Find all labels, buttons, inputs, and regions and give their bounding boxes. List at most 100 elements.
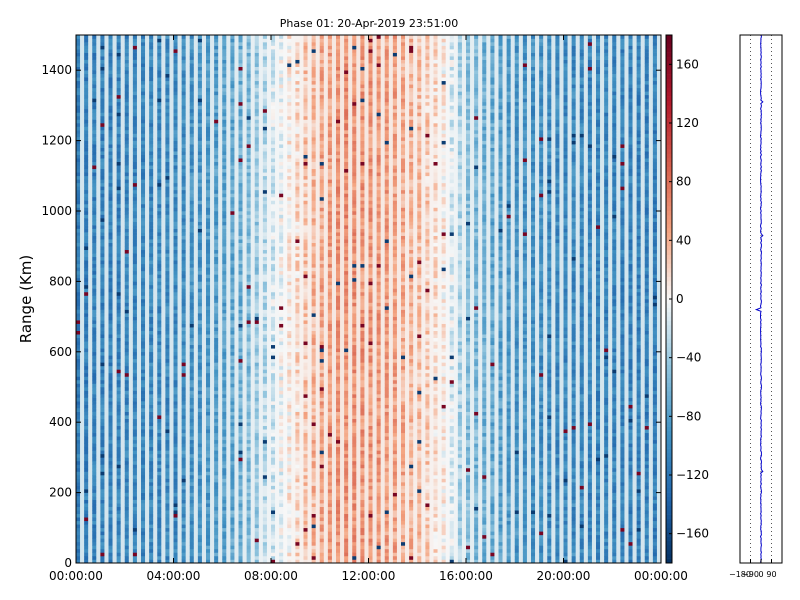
heatmap-cell	[157, 302, 162, 307]
heatmap-cell	[141, 506, 146, 511]
heatmap-cell	[128, 73, 134, 78]
heatmap-cell	[116, 119, 121, 124]
heatmap-cell	[136, 313, 142, 317]
heatmap-cell	[112, 450, 117, 455]
heatmap-cell	[165, 302, 170, 307]
heatmap-cell	[112, 397, 117, 402]
heatmap-cell	[206, 524, 211, 529]
heatmap-cell	[197, 503, 203, 507]
heatmap-plot	[76, 35, 662, 564]
heatmap-cell	[108, 218, 113, 222]
heatmap-cell	[193, 59, 199, 64]
heatmap-cell	[165, 77, 170, 82]
heatmap-cell	[100, 186, 105, 191]
heatmap-cell	[145, 478, 150, 483]
heatmap-cell	[108, 161, 113, 166]
heatmap-cell	[189, 394, 195, 398]
heatmap-cell	[128, 323, 134, 328]
heatmap-cell	[124, 531, 130, 536]
heatmap-cell	[201, 401, 207, 405]
heatmap-cell	[153, 214, 158, 219]
heatmap-cell	[141, 112, 146, 117]
heatmap-cell	[136, 436, 142, 441]
heatmap-cell	[112, 316, 117, 321]
heatmap-cell	[161, 552, 166, 557]
heatmap-cell	[197, 133, 203, 138]
heatmap-cell	[80, 45, 85, 50]
heatmap-cell	[206, 517, 211, 522]
heatmap-cell	[96, 218, 101, 222]
heatmap-cell	[177, 376, 182, 381]
heatmap-cell	[116, 531, 121, 536]
heatmap-cell	[108, 418, 113, 423]
heatmap-cell	[185, 130, 191, 134]
heatmap-cell	[157, 429, 162, 434]
heatmap-cell	[157, 284, 162, 289]
heatmap-cell	[116, 443, 121, 448]
heatmap-cell	[177, 246, 182, 251]
heatmap-cell	[193, 475, 199, 479]
heatmap-cell	[149, 548, 154, 553]
heatmap-cell	[165, 534, 170, 539]
heatmap-cell	[157, 277, 162, 282]
heatmap-cell	[145, 193, 150, 198]
heatmap-cell	[136, 168, 142, 173]
heatmap-cell	[120, 379, 126, 384]
heatmap-cell	[206, 267, 211, 272]
heatmap-cell	[185, 123, 191, 127]
heatmap-cell	[128, 496, 134, 500]
heatmap-cell	[177, 249, 182, 254]
heatmap-cell	[104, 182, 109, 187]
heatmap-cell	[145, 221, 150, 226]
heatmap-cell	[132, 203, 138, 208]
heatmap-cell	[76, 351, 81, 356]
heatmap-cell	[92, 284, 97, 289]
heatmap-cell	[132, 379, 138, 384]
heatmap-cell	[145, 263, 150, 268]
heatmap-cell	[108, 284, 113, 289]
heatmap-cell	[80, 144, 85, 148]
heatmap-cell	[100, 548, 105, 553]
heatmap-cell	[104, 506, 109, 511]
heatmap-cell	[189, 105, 195, 110]
heatmap-cell	[88, 401, 93, 405]
heatmap-cell	[104, 130, 109, 134]
heatmap-cell	[80, 38, 85, 43]
heatmap-cell	[76, 42, 81, 46]
heatmap-cell	[145, 355, 150, 360]
heatmap-cell	[112, 133, 117, 138]
heatmap-cell	[96, 492, 101, 497]
heatmap-cell	[189, 158, 195, 163]
heatmap-cell	[84, 485, 89, 490]
heatmap-cell	[108, 460, 113, 465]
heatmap-cell	[128, 284, 134, 289]
heatmap-cell	[112, 538, 117, 543]
heatmap-cell	[96, 140, 101, 145]
heatmap-cell	[76, 306, 81, 310]
heatmap-cell	[100, 165, 105, 170]
heatmap-cell	[189, 443, 195, 448]
heatmap-cell	[128, 263, 134, 268]
heatmap-cell	[108, 59, 113, 64]
heatmap-cell	[189, 112, 195, 117]
heatmap-cell	[128, 485, 134, 490]
heatmap-cell	[169, 443, 174, 448]
heatmap-cell	[84, 256, 89, 261]
heatmap-cell	[157, 453, 162, 458]
heatmap-cell	[181, 475, 186, 479]
heatmap-cell	[141, 475, 146, 479]
heatmap-cell	[173, 527, 178, 532]
heatmap-cell	[153, 527, 158, 532]
heatmap-cell	[96, 221, 101, 226]
heatmap-cell	[128, 66, 134, 71]
heatmap-cell	[185, 460, 191, 465]
heatmap-cell	[128, 228, 134, 233]
heatmap-cell	[112, 80, 117, 85]
heatmap-cell	[145, 101, 150, 106]
heatmap-cell	[189, 267, 195, 272]
heatmap-cell	[136, 218, 142, 222]
heatmap-cell	[201, 235, 207, 240]
heatmap-cell	[96, 404, 101, 409]
heatmap-cell	[161, 77, 166, 82]
heatmap-cell	[149, 302, 154, 307]
